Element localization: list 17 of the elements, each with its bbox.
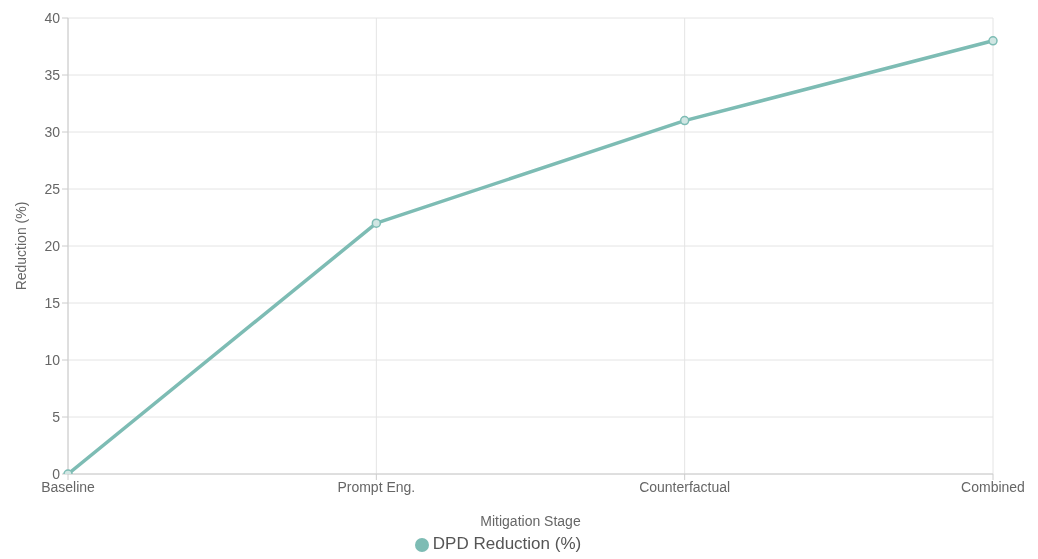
y-tick-label: 5 bbox=[52, 408, 61, 425]
x-tick-label: Prompt Eng. bbox=[337, 478, 416, 495]
y-tick-label: 15 bbox=[44, 294, 61, 311]
y-axis-title: Reduction (%) bbox=[12, 201, 29, 291]
x-axis-title: Mitigation Stage bbox=[480, 513, 581, 529]
y-tick-label: 20 bbox=[44, 237, 61, 254]
x-tick-label: Combined bbox=[961, 478, 1025, 495]
y-tick-label: 25 bbox=[44, 180, 61, 197]
y-tick-label: 30 bbox=[44, 123, 61, 140]
point bbox=[679, 115, 690, 126]
legend-label: DPD Reduction (%) bbox=[432, 534, 582, 553]
y-tick-label: 10 bbox=[44, 351, 61, 368]
point bbox=[988, 36, 998, 46]
y-tick-label: 40 bbox=[44, 9, 61, 26]
point bbox=[371, 218, 382, 228]
y-tick-label: 35 bbox=[44, 66, 61, 83]
x-tick-label: Counterfactual bbox=[639, 478, 731, 495]
